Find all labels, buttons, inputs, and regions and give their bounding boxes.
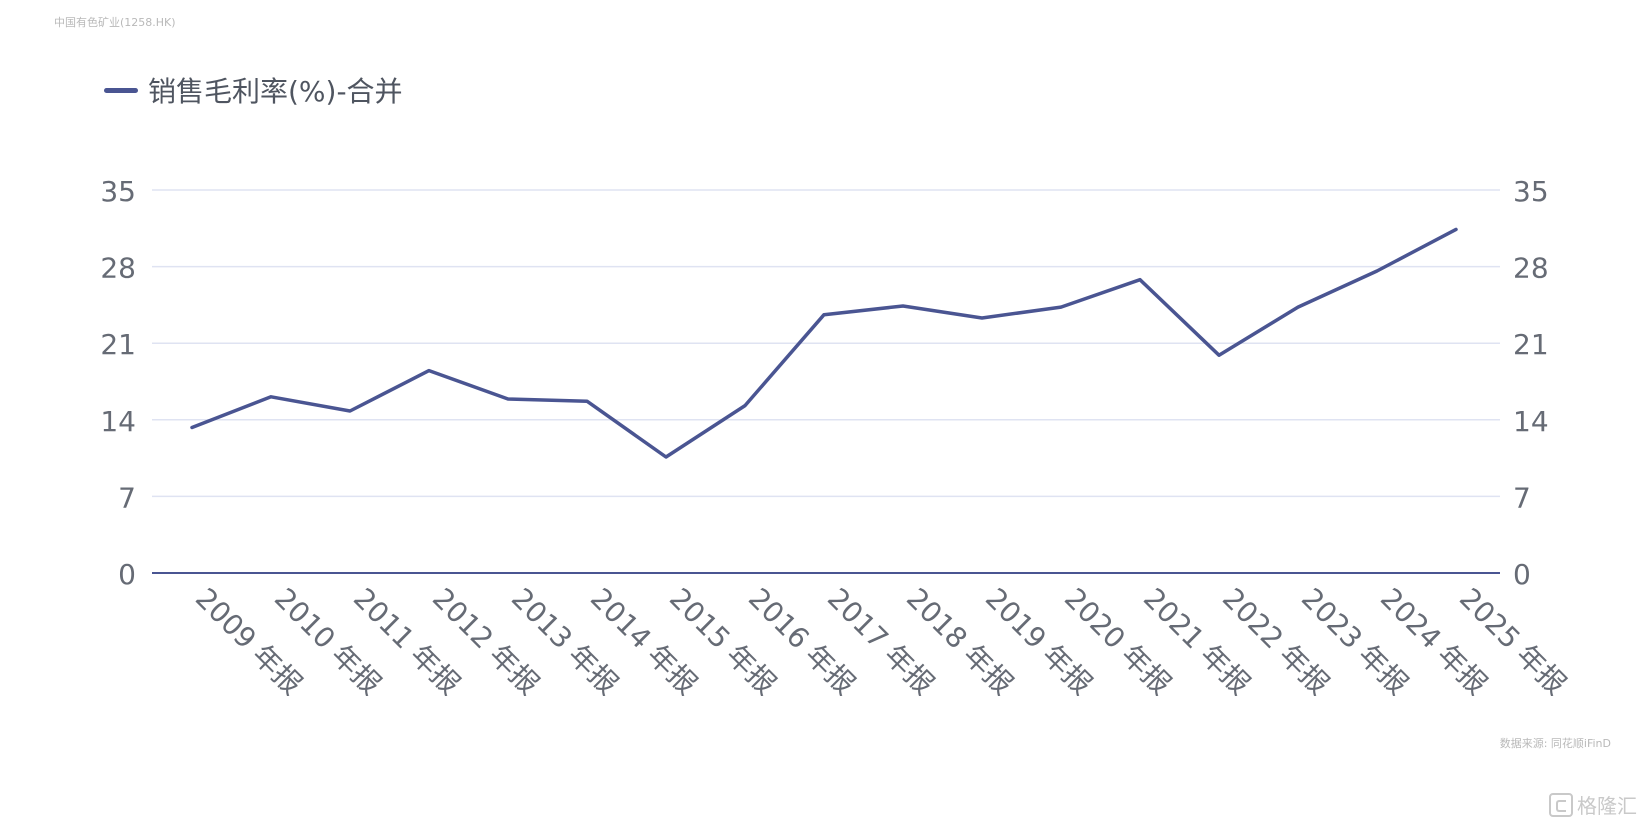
watermark-text: 格隆汇 xyxy=(1577,794,1637,818)
watermark-logo-icon xyxy=(1549,792,1573,817)
data-point xyxy=(743,404,747,408)
y-tick-left-14: 14 xyxy=(100,405,136,438)
right-y-axis-ticks: 0 7 14 21 28 35 xyxy=(1513,175,1549,591)
y-tick-left-7: 7 xyxy=(118,481,136,514)
y-tick-right-0: 0 xyxy=(1513,558,1531,591)
y-tick-left-35: 35 xyxy=(100,175,136,208)
data-point xyxy=(269,395,273,399)
data-point xyxy=(1454,227,1458,231)
series-line-0 xyxy=(190,227,1458,459)
data-point xyxy=(1296,305,1300,309)
y-tick-right-35: 35 xyxy=(1513,175,1549,208)
data-point xyxy=(1138,278,1142,282)
legend-label: 销售毛利率(%)-合并 xyxy=(148,75,403,108)
legend-swatch xyxy=(104,87,138,93)
data-point xyxy=(664,455,668,459)
data-point xyxy=(348,409,352,413)
data-point xyxy=(1375,269,1379,273)
y-tick-left-21: 21 xyxy=(100,328,136,361)
data-point xyxy=(427,369,431,373)
y-tick-right-28: 28 xyxy=(1513,252,1549,285)
data-point xyxy=(1059,305,1063,309)
data-point xyxy=(901,304,905,308)
company-title: 中国有色矿业(1258.HK) xyxy=(54,16,176,29)
data-point xyxy=(1217,353,1221,357)
series-layer xyxy=(190,227,1458,459)
grid-layer xyxy=(152,189,1500,574)
y-tick-right-21: 21 xyxy=(1513,328,1549,361)
watermark: 格隆汇 xyxy=(1549,790,1637,819)
data-point xyxy=(506,397,510,401)
left-y-axis-ticks: 0 7 14 21 28 35 xyxy=(100,175,136,591)
data-point xyxy=(585,399,589,403)
y-tick-right-7: 7 xyxy=(1513,481,1531,514)
chart-legend: 销售毛利率(%)-合并 xyxy=(104,70,403,110)
data-source: 数据来源: 同花顺iFinD xyxy=(1499,737,1611,750)
y-tick-left-28: 28 xyxy=(100,252,136,285)
data-point xyxy=(190,426,194,430)
data-point xyxy=(822,313,826,317)
y-tick-right-14: 14 xyxy=(1513,405,1549,438)
data-point xyxy=(980,316,984,320)
y-tick-left-0: 0 xyxy=(118,558,136,591)
